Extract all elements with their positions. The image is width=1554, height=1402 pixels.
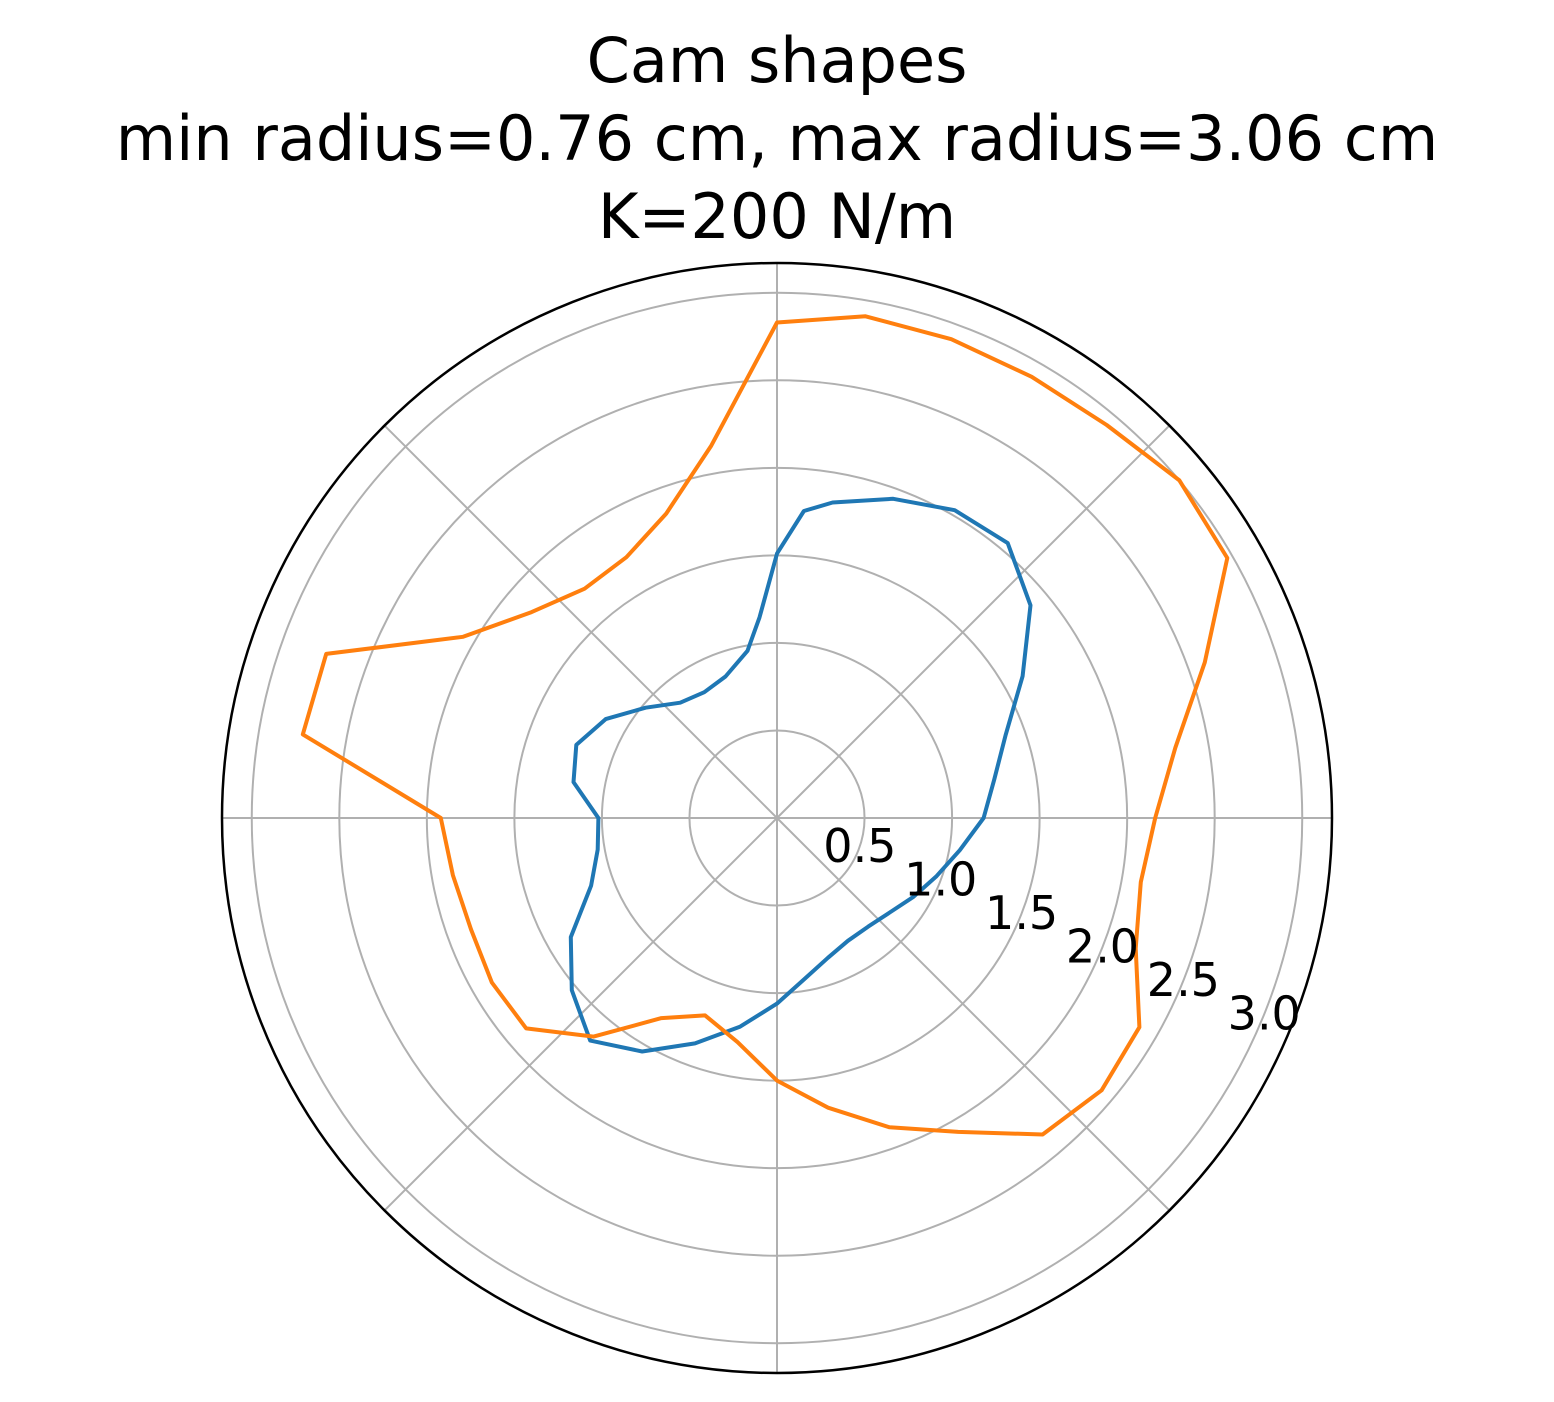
r-tick-label: 1.0 (904, 852, 977, 906)
theta-gridline-135 (385, 426, 777, 818)
r-tick-label: 0.5 (823, 819, 896, 873)
tick-labels: 0.51.01.52.02.53.0 (823, 819, 1301, 1040)
series-line-1 (571, 499, 1031, 1052)
r-tick-label: 3.0 (1228, 986, 1301, 1040)
r-tick-label: 2.0 (1066, 919, 1139, 973)
r-tick-label: 1.5 (985, 886, 1058, 940)
r-tick-label: 2.5 (1147, 953, 1220, 1007)
polar-grid (222, 263, 1332, 1373)
theta-gridline-45 (777, 426, 1169, 818)
series-layer (303, 316, 1228, 1134)
